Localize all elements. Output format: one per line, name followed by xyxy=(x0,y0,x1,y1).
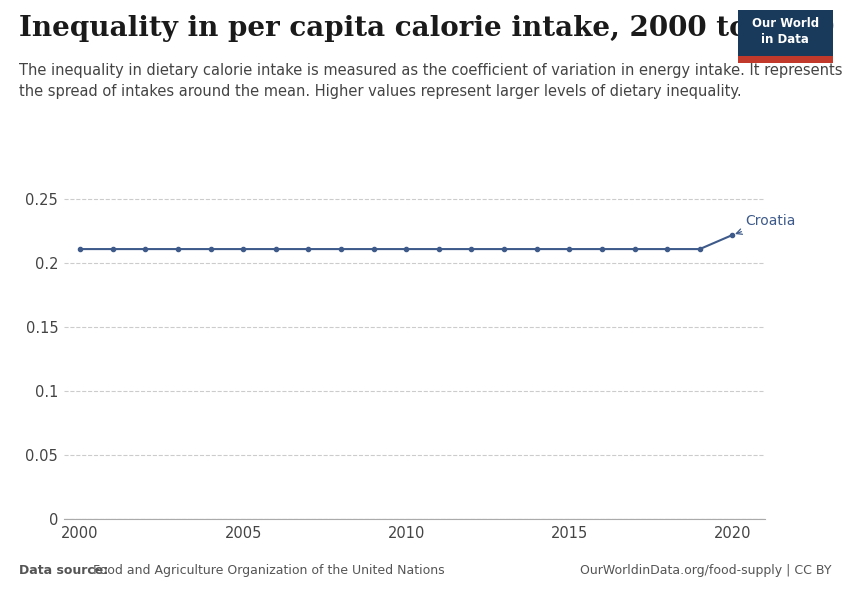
Text: Data source:: Data source: xyxy=(19,564,108,577)
Text: OurWorldinData.org/food-supply | CC BY: OurWorldinData.org/food-supply | CC BY xyxy=(580,564,831,577)
Text: Our World
in Data: Our World in Data xyxy=(752,17,819,46)
Text: The inequality in dietary calorie intake is measured as the coefficient of varia: The inequality in dietary calorie intake… xyxy=(19,63,842,99)
Text: Food and Agriculture Organization of the United Nations: Food and Agriculture Organization of the… xyxy=(89,564,445,577)
Text: Inequality in per capita calorie intake, 2000 to 2020: Inequality in per capita calorie intake,… xyxy=(19,15,834,42)
Text: Croatia: Croatia xyxy=(736,214,796,234)
